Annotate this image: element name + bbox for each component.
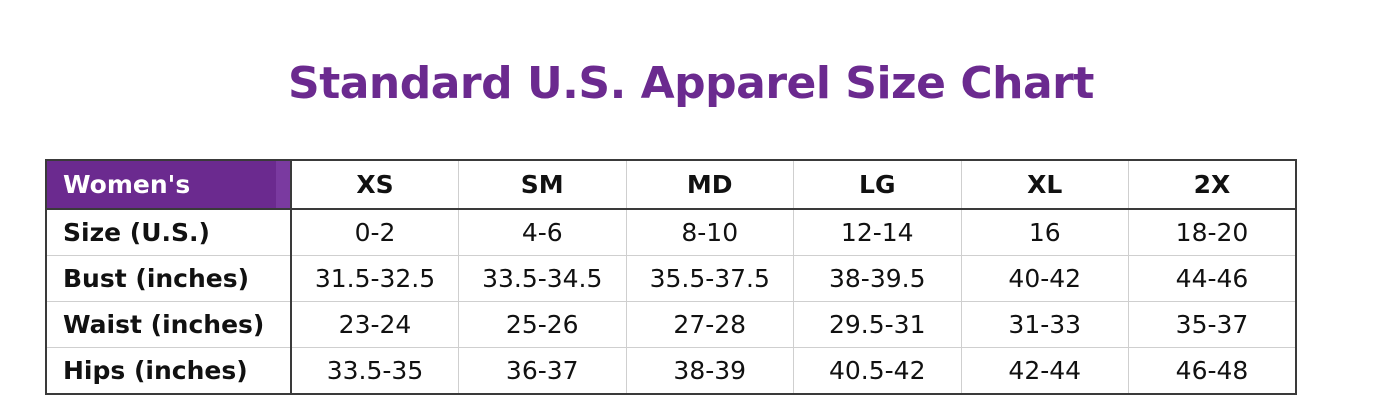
table-cell: 0-2: [290, 209, 459, 256]
category-header: Women's: [46, 160, 291, 210]
table-cell: 35-37: [1128, 301, 1296, 348]
column-header-md: MD: [625, 160, 794, 210]
table-row: Bust (inches) 31.5-32.5 33.5-34.5 35.5-3…: [46, 255, 1296, 302]
row-label-waist: Waist (inches): [46, 301, 291, 348]
table-cell: 18-20: [1128, 209, 1296, 256]
table-cell: 33.5-34.5: [458, 255, 626, 302]
column-header-xs: XS: [290, 160, 459, 210]
table-cell: 44-46: [1128, 255, 1296, 302]
table-cell: 38-39.5: [793, 255, 961, 302]
table-row: Hips (inches) 33.5-35 36-37 38-39 40.5-4…: [46, 347, 1296, 394]
row-label-bust: Bust (inches): [46, 255, 291, 302]
table-cell: 40.5-42: [793, 347, 961, 394]
table-cell: 33.5-35: [290, 347, 459, 394]
table-cell: 40-42: [960, 255, 1129, 302]
table-cell: 4-6: [458, 209, 626, 256]
table-cell: 42-44: [960, 347, 1129, 394]
table-cell: 27-28: [625, 301, 794, 348]
table-row: Size (U.S.) 0-2 4-6 8-10 12-14 16 18-20: [46, 209, 1296, 256]
table-cell: 16: [960, 209, 1129, 256]
column-header-xl: XL: [960, 160, 1129, 210]
table-header-row: Women's XS SM MD LG XL 2X: [46, 160, 1296, 210]
column-header-sm: SM: [458, 160, 626, 210]
page-title: Standard U.S. Apparel Size Chart: [288, 58, 1094, 109]
row-label-size: Size (U.S.): [63, 218, 210, 247]
table-cell: 36-37: [458, 347, 626, 394]
table-cell: 23-24: [290, 301, 459, 348]
row-label-hips: Hips (inches): [46, 347, 291, 394]
column-header-lg: LG: [793, 160, 961, 210]
table-cell: 31-33: [960, 301, 1129, 348]
table-cell: 29.5-31: [793, 301, 961, 348]
table-cell: 8-10: [625, 209, 794, 256]
size-chart-table: Women's XS SM MD LG XL 2X Size (U.S.) 0-…: [45, 159, 1297, 395]
table-cell: 25-26: [458, 301, 626, 348]
column-header-2x: 2X: [1128, 160, 1296, 210]
table-cell: 31.5-32.5: [290, 255, 459, 302]
table-cell: 46-48: [1128, 347, 1296, 394]
table-cell: 35.5-37.5: [625, 255, 794, 302]
table-row: Waist (inches) 23-24 25-26 27-28 29.5-31…: [46, 301, 1296, 348]
table-cell: 12-14: [793, 209, 961, 256]
table-cell: 38-39: [625, 347, 794, 394]
